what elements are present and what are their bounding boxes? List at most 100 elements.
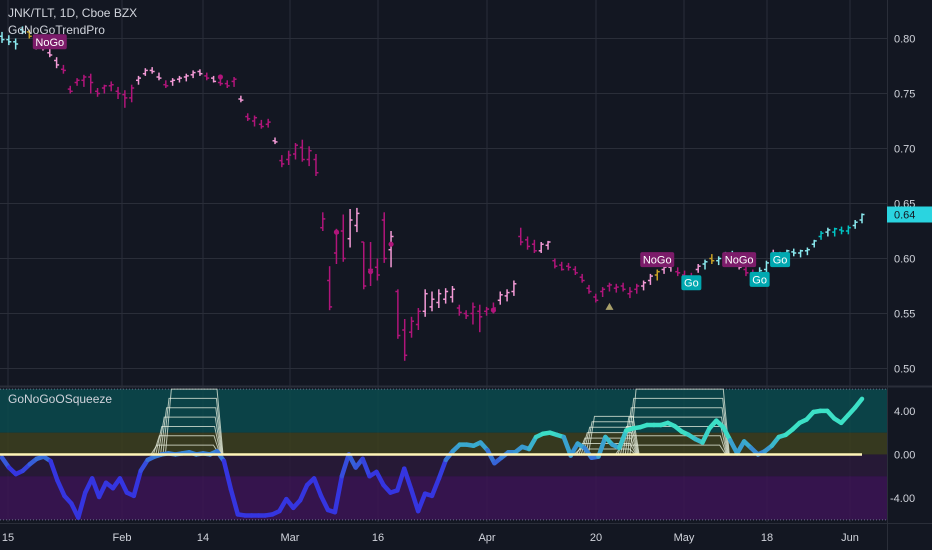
squeeze-lattice-line [576, 443, 637, 455]
price-bar [600, 287, 606, 297]
price-bar [429, 291, 435, 312]
squeeze-lattice-line [583, 426, 639, 455]
price-bar [811, 239, 817, 248]
price-dot [367, 269, 374, 275]
price-bar [559, 261, 565, 271]
oscillator-title[interactable]: GoNoGoOSqueeze [8, 392, 113, 406]
go-badge: Go [681, 275, 702, 291]
axis-layer: 0.800.750.700.650.600.550.500.644.000.00… [2, 34, 932, 544]
price-bar [552, 258, 558, 269]
squeeze-lattice [150, 388, 224, 455]
price-bar [327, 266, 333, 311]
oscillator-lines [0, 388, 865, 520]
price-bar [716, 256, 722, 266]
go-badge: Go [770, 252, 791, 268]
price-bar [497, 291, 503, 305]
badge-label: NoGo [643, 255, 672, 267]
symbol-title[interactable]: JNK/TLT, 1D, Cboe BZX [8, 6, 138, 20]
price-bar [6, 35, 12, 46]
price-bar [702, 259, 708, 270]
squeeze-lattice-line [152, 435, 221, 455]
badge-box [722, 252, 757, 268]
price-bar [88, 73, 94, 94]
chart-legend: JNK/TLT, 1D, Cboe BZX GoNoGoTrendPro [8, 5, 137, 39]
price-bar [586, 284, 592, 294]
price-axis-tick-label: 0.55 [894, 309, 915, 321]
oscillator-segment [221, 458, 234, 492]
price-bar [231, 77, 237, 87]
price-bar [388, 231, 394, 268]
oscillator-segment [48, 458, 60, 483]
price-bar [19, 26, 25, 35]
oscillator-axis-tick-label: -4.00 [890, 493, 915, 505]
price-bar [695, 264, 701, 273]
price-axis-tick-label: 0.75 [894, 89, 915, 101]
oscillator-segment [852, 396, 865, 410]
nogo-badge: NoGo [640, 252, 675, 268]
price-bar [675, 267, 681, 277]
time-axis-tick-label: May [674, 532, 695, 544]
squeeze-lattice-line [164, 388, 224, 455]
indicator-name[interactable]: GoNoGoTrendPro [8, 23, 105, 37]
time-axis-tick-label: Apr [478, 532, 495, 544]
price-bar [265, 118, 271, 128]
oscillator-segment [374, 469, 386, 488]
oscillator-segment [55, 478, 67, 499]
price-bar [484, 306, 490, 316]
price-bar [518, 227, 524, 246]
price-bar [320, 212, 326, 231]
price-bar [252, 115, 258, 127]
time-axis-tick-label: Mar [281, 532, 300, 544]
price-bar [211, 75, 217, 83]
price-bar [839, 226, 845, 235]
price-bar [402, 319, 408, 361]
oscillator-segment [117, 476, 130, 495]
price-bar [217, 79, 223, 86]
price-bar [190, 70, 196, 79]
price-bar [163, 80, 169, 88]
price-bar [347, 209, 353, 248]
go-badge: Go [749, 271, 770, 287]
price-bar [606, 282, 612, 292]
price-bar [545, 240, 551, 250]
price-bar [292, 143, 298, 160]
price-bar [409, 316, 415, 338]
price-bar [279, 155, 285, 168]
price-bar [381, 212, 387, 263]
price-bar [67, 85, 73, 94]
price-bar [415, 308, 421, 330]
time-axis-tick-label: 16 [372, 532, 384, 544]
price-bar [634, 283, 640, 294]
price-bar [374, 258, 380, 281]
oscillator-segment [561, 434, 573, 458]
price-bar [299, 139, 305, 162]
price-bar [463, 310, 469, 319]
price-bar [54, 57, 60, 69]
price-dot [217, 74, 224, 80]
time-axis-tick-label: 20 [590, 532, 602, 544]
price-bar [108, 81, 114, 92]
price-bar [443, 288, 449, 304]
price-bar [26, 29, 32, 39]
price-bar [197, 69, 203, 76]
price-bar [395, 289, 401, 339]
price-bar [238, 95, 244, 103]
price-bar [129, 84, 135, 103]
price-bar [436, 289, 442, 308]
price-bar [340, 214, 346, 262]
price-bar [122, 90, 128, 108]
price-triangle-marker [605, 302, 614, 310]
price-bar [149, 67, 155, 74]
price-axis-tick-label: 0.50 [894, 364, 915, 376]
squeeze-lattice-line [573, 448, 636, 455]
time-axis-tick-label: 14 [197, 532, 209, 544]
price-bar [538, 242, 544, 253]
price-bar [593, 293, 599, 303]
price-bar [136, 75, 142, 85]
oscillator-segment [131, 468, 143, 499]
price-bar [641, 280, 647, 291]
price-bar [354, 207, 360, 233]
time-axis-tick-label: Feb [113, 532, 132, 544]
nogo-badge: NoGo [722, 252, 757, 268]
